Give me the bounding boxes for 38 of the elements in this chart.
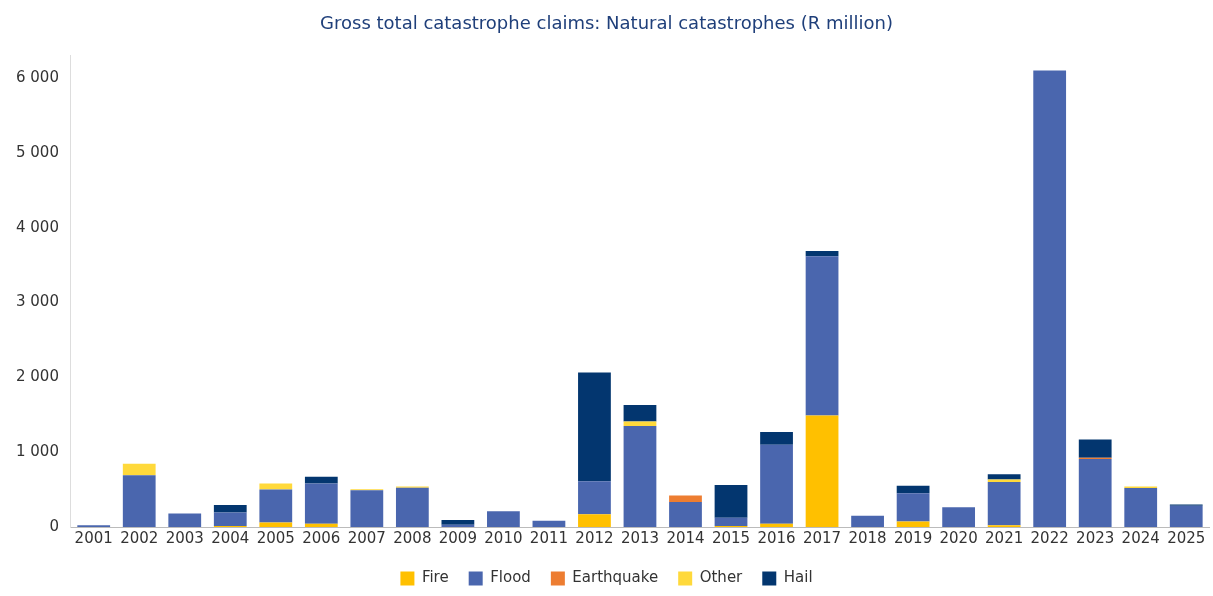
x-tick-label: 2008	[393, 528, 432, 547]
y-tick-label: 5 000	[15, 142, 59, 161]
legend-label: Fire	[421, 568, 449, 587]
x-tick-label: 2007	[347, 528, 386, 547]
y-tick-label: 6 000	[15, 67, 59, 86]
x-tick-label: 2020	[939, 528, 978, 547]
x-tick-label: 2009	[438, 528, 477, 547]
legend-label: Flood	[490, 568, 531, 587]
x-tick-label: 2004	[211, 528, 250, 547]
chart-title: Gross total catastrophe claims: Natural catastrophes (R million)	[320, 12, 893, 34]
x-tick-label: 2013	[620, 528, 660, 547]
x-tick-label: 2024	[1121, 528, 1160, 547]
x-tick-label: 2001	[74, 528, 113, 547]
x-tick-label: 2018	[848, 528, 887, 547]
y-tick-label: 4 000	[15, 217, 59, 236]
x-tick-label: 2002	[120, 528, 159, 547]
y-tick-label: 2 000	[15, 367, 59, 386]
x-tick-label: 2021	[985, 528, 1024, 547]
x-tick-label: 2012	[575, 528, 614, 547]
x-tick-label: 2016	[757, 528, 796, 547]
y-tick-label: 3 000	[15, 292, 59, 311]
legend-label: Hail	[783, 568, 813, 587]
x-tick-label: 2005	[256, 528, 295, 547]
x-tick-label: 2011	[529, 528, 569, 547]
y-tick-label: 0	[49, 516, 59, 535]
x-tick-label: 2006	[302, 528, 341, 547]
x-tick-label: 2014	[666, 528, 705, 547]
y-tick-label: 1 000	[15, 442, 59, 461]
legend-label: Earthquake	[572, 568, 659, 587]
x-tick-label: 2019	[894, 528, 933, 547]
legend-label: Other	[699, 568, 744, 587]
x-tick-label: 2017	[802, 528, 842, 547]
x-tick-label: 2023	[1076, 528, 1115, 547]
x-tick-label: 2025	[1167, 528, 1206, 547]
x-tick-label: 2010	[484, 528, 523, 547]
x-tick-label: 2003	[165, 528, 204, 547]
x-tick-label: 2015	[711, 528, 751, 547]
x-tick-label: 2022	[1030, 528, 1069, 547]
